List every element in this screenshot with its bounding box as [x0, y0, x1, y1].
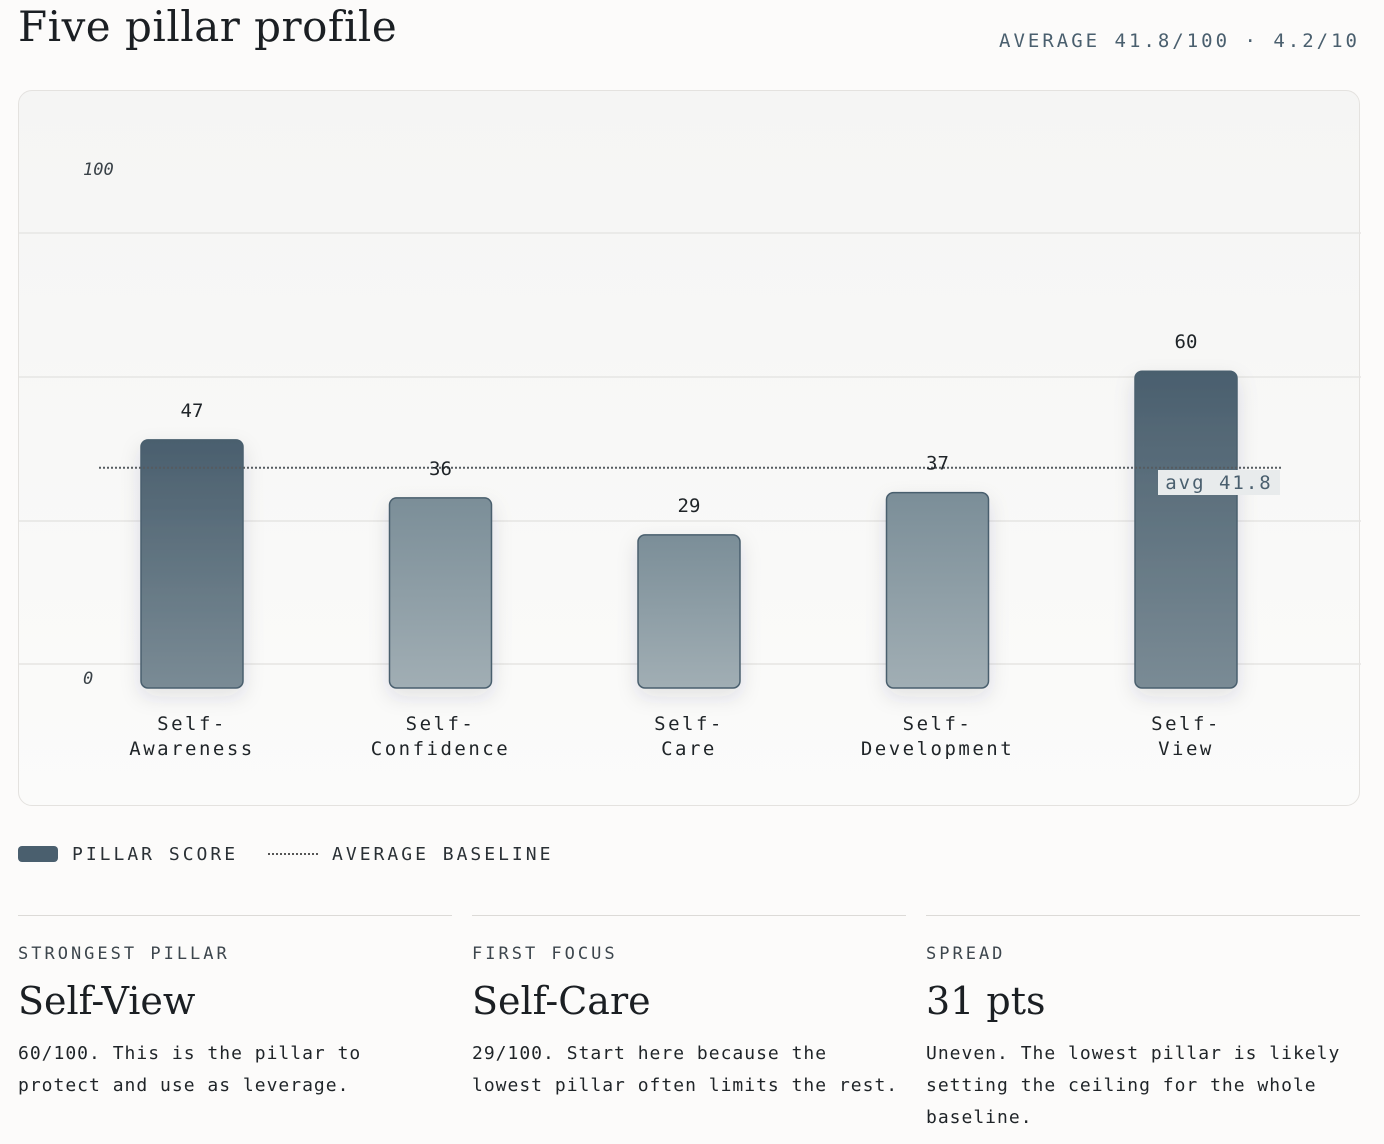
value-label-self-confidence: 36	[429, 458, 452, 480]
card-value: 31 pts	[926, 979, 1046, 1023]
card-label: STRONGEST PILLAR	[18, 944, 230, 964]
legend-bar-swatch	[18, 846, 58, 862]
value-label-self-care: 29	[678, 495, 701, 517]
average-summary: AVERAGE 41.8/100 · 4.2/10	[999, 30, 1360, 52]
category-label-self-confidence: Self-	[406, 713, 476, 735]
category-label-self-care: Care	[661, 738, 717, 760]
category-label-self-awareness: Awareness	[129, 738, 254, 760]
category-label-self-view: Self-	[1151, 713, 1221, 735]
card-description: 29/100. Start here because the lowest pi…	[472, 1043, 899, 1096]
chart-panel: 100 0 47 36 29 37 60 avg 41.8 Self- Awareness Self…	[18, 90, 1361, 806]
card-description: Uneven. The lowest pillar is likely sett…	[926, 1043, 1341, 1128]
bar-self-care	[637, 534, 741, 689]
y-tick-label-0: 0	[83, 669, 93, 689]
card-description: 60/100. This is the pillar to protect an…	[18, 1043, 362, 1096]
average-label: avg 41.8	[1165, 472, 1273, 494]
bar-self-view	[1134, 370, 1238, 689]
legend-bar-label: PILLAR SCORE	[72, 843, 239, 865]
card-value: Self-Care	[472, 979, 651, 1023]
card-strongest-pillar: STRONGEST PILLAR Self-View 60/100. This …	[18, 915, 452, 1134]
card-value: Self-View	[18, 979, 196, 1023]
card-spread: SPREAD 31 pts Uneven. The lowest pillar …	[926, 915, 1360, 1134]
card-label: SPREAD	[926, 944, 1006, 964]
card-first-focus: FIRST FOCUS Self-Care 29/100. Start here…	[472, 915, 906, 1134]
page-title: Five pillar profile	[18, 2, 398, 51]
bar-self-confidence	[388, 497, 493, 689]
value-label-self-view: 60	[1175, 331, 1198, 353]
bar-self-development	[885, 491, 990, 689]
category-label-self-development: Self-	[903, 713, 973, 735]
value-label-self-awareness: 47	[181, 400, 204, 422]
card-label: FIRST FOCUS	[472, 944, 618, 964]
category-label-self-awareness: Self-	[157, 713, 227, 735]
category-label-self-care: Self-	[654, 713, 724, 735]
category-label-self-view: View	[1158, 738, 1214, 760]
category-label-self-confidence: Confidence	[371, 738, 510, 760]
summary-cards: STRONGEST PILLAR Self-View 60/100. This …	[18, 915, 1360, 1134]
pillar-bar-chart: 100 0 47 36 29 37 60 avg 41.8 Self- Awareness Self…	[19, 160, 1361, 760]
average-label-box	[1158, 470, 1280, 495]
value-label-self-development: 37	[926, 453, 949, 475]
chart-legend: PILLAR SCORE AVERAGE BASELINE	[18, 840, 553, 868]
legend-baseline-swatch	[268, 853, 319, 855]
category-label-self-development: Development	[861, 738, 1014, 760]
legend-baseline-label: AVERAGE BASELINE	[332, 843, 554, 865]
bar-self-awareness	[140, 439, 244, 689]
y-tick-label-100: 100	[83, 160, 114, 180]
